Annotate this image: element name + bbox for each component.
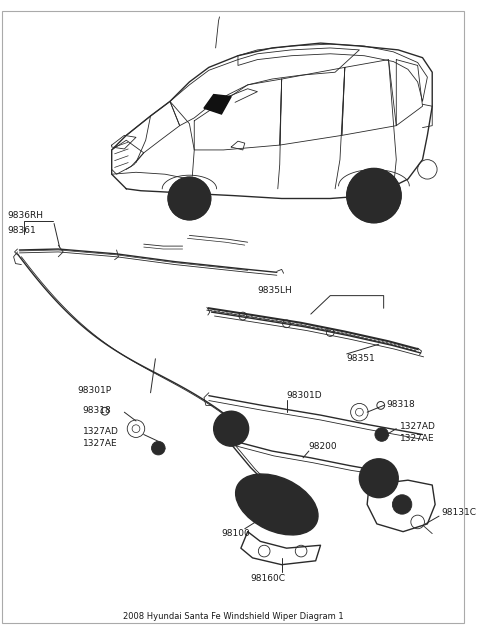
- Text: 1327AE: 1327AE: [83, 439, 117, 448]
- Text: 98318: 98318: [83, 406, 111, 415]
- Circle shape: [168, 177, 211, 220]
- Circle shape: [152, 441, 165, 455]
- Text: 98318: 98318: [386, 400, 415, 409]
- Circle shape: [375, 428, 388, 441]
- Text: 9835LH: 9835LH: [257, 287, 292, 295]
- Ellipse shape: [236, 474, 318, 535]
- Circle shape: [225, 423, 237, 434]
- Text: 1327AE: 1327AE: [400, 434, 435, 443]
- Polygon shape: [204, 94, 231, 114]
- Text: 98200: 98200: [309, 442, 337, 451]
- Circle shape: [360, 459, 398, 498]
- Circle shape: [393, 495, 412, 514]
- Text: 1327AD: 1327AD: [83, 427, 119, 436]
- Ellipse shape: [263, 493, 291, 516]
- Text: 98361: 98361: [8, 226, 36, 235]
- Circle shape: [347, 169, 401, 223]
- Text: 98160C: 98160C: [251, 574, 286, 583]
- Text: 2008 Hyundai Santa Fe Windshield Wiper Diagram 1: 2008 Hyundai Santa Fe Windshield Wiper D…: [123, 612, 343, 621]
- Text: 98301P: 98301P: [78, 386, 112, 396]
- Text: 9836RH: 9836RH: [8, 212, 44, 221]
- Circle shape: [373, 472, 384, 484]
- Text: 1327AD: 1327AD: [400, 422, 436, 431]
- Circle shape: [214, 411, 249, 446]
- Text: 98131C: 98131C: [441, 508, 476, 517]
- Text: 98351: 98351: [347, 354, 375, 363]
- Text: 98301D: 98301D: [287, 391, 322, 400]
- Text: 98100: 98100: [221, 529, 250, 538]
